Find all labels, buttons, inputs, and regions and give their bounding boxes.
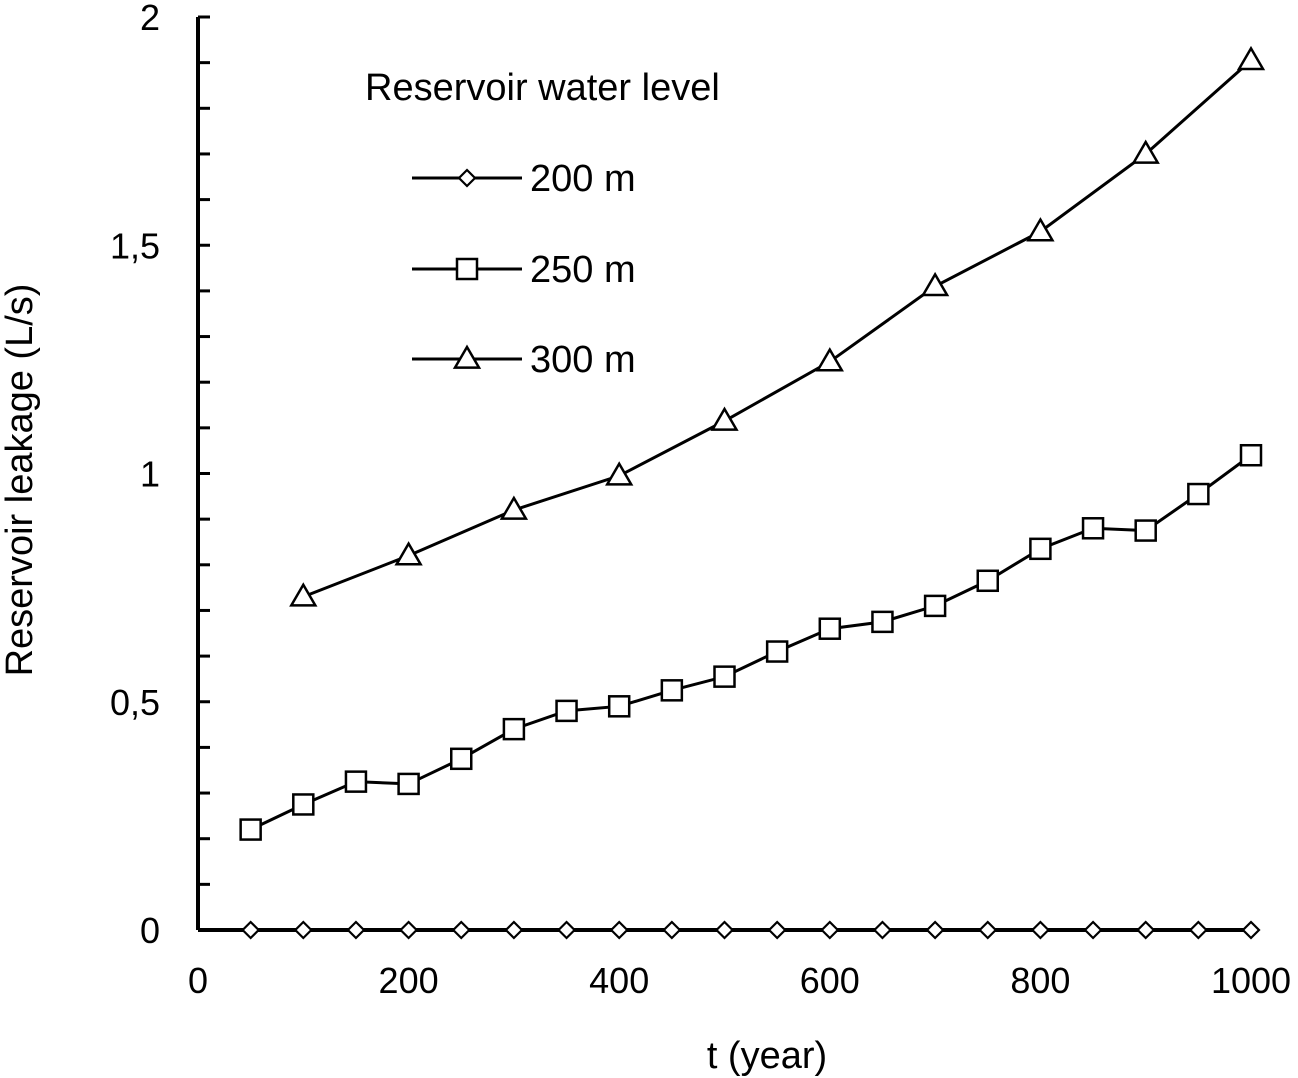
data-point [872, 920, 893, 940]
data-point [499, 495, 529, 520]
data-point [978, 920, 998, 940]
legend-label: 250 m [530, 249, 636, 291]
data-point [815, 347, 844, 372]
y-tick-label: 0,5 [110, 682, 160, 723]
legend-entries: 200 m 250 m 300 m [412, 158, 636, 381]
data-point [662, 920, 682, 940]
series-triangle [289, 45, 1266, 607]
data-point [1241, 920, 1261, 940]
x-tick-label: 200 [379, 960, 439, 1001]
data-point [714, 920, 735, 940]
data-point [556, 920, 577, 940]
x-tick-label: 1000 [1211, 960, 1291, 1001]
x-tick-label: 0 [188, 960, 208, 1001]
data-point [920, 271, 950, 297]
data-point [1030, 920, 1050, 940]
legend: Reservoir water level 200 m 250 m 300 m [365, 67, 720, 381]
y-tick-label: 1 [140, 454, 160, 495]
series-square [239, 443, 1263, 841]
data-point [450, 747, 473, 771]
data-point [1236, 45, 1266, 71]
x-axis-title: t (year) [707, 1035, 827, 1077]
data-point [609, 920, 629, 940]
data-point [713, 665, 736, 688]
data-point [767, 920, 787, 940]
data-point [399, 920, 419, 940]
series-diamond [241, 920, 1261, 940]
series-layer [239, 45, 1266, 940]
data-point [660, 679, 684, 702]
data-point [504, 920, 524, 940]
data-point [607, 695, 631, 718]
data-point [820, 920, 840, 940]
legend-title: Reservoir water level [365, 67, 720, 109]
data-point [397, 772, 420, 796]
data-point [1187, 482, 1210, 506]
data-point [293, 920, 313, 940]
data-point [1131, 139, 1160, 164]
y-tick-label: 2 [140, 0, 160, 38]
x-tick-label: 800 [1010, 960, 1070, 1001]
data-point [605, 461, 634, 486]
y-axis-title: Reservoir leakage (L/s) [0, 284, 41, 677]
legend-label: 200 m [530, 158, 636, 200]
data-point [710, 406, 739, 431]
data-point [241, 920, 261, 940]
data-point [1239, 443, 1263, 467]
axis-ticks: 0 0,5 1 1,5 2 0 200 400 600 800 1000 [110, 0, 1291, 1001]
data-point [765, 640, 789, 663]
legend-marker [452, 344, 482, 369]
data-point [1081, 517, 1105, 540]
legend-label: 300 m [530, 339, 636, 381]
y-tick-label: 1,5 [110, 225, 160, 266]
legend-entry: 300 m [412, 339, 636, 381]
y-tick-label: 0 [140, 910, 160, 951]
data-point [1134, 519, 1157, 542]
data-point [292, 793, 315, 816]
data-point [346, 920, 366, 940]
data-point [344, 770, 368, 793]
data-point [1029, 537, 1052, 561]
data-point [289, 582, 318, 607]
legend-entry: 250 m [412, 249, 636, 291]
data-point [1026, 217, 1055, 242]
data-point [976, 569, 999, 593]
data-point [925, 920, 945, 940]
data-point [555, 699, 578, 723]
x-tick-label: 400 [589, 960, 649, 1001]
data-point [1136, 920, 1156, 940]
data-point [1188, 920, 1208, 940]
series-line [302, 59, 1252, 599]
data-point [394, 541, 423, 566]
data-point [239, 818, 262, 841]
data-point [871, 610, 894, 634]
x-tick-label: 600 [800, 960, 860, 1001]
data-point [502, 717, 526, 741]
legend-entry: 200 m [412, 158, 636, 200]
axes [196, 17, 1251, 932]
data-point [1083, 920, 1103, 940]
data-point [923, 594, 947, 618]
legend-marker [455, 257, 479, 281]
data-point [818, 617, 842, 640]
legend-marker [457, 168, 477, 188]
data-point [451, 920, 471, 940]
